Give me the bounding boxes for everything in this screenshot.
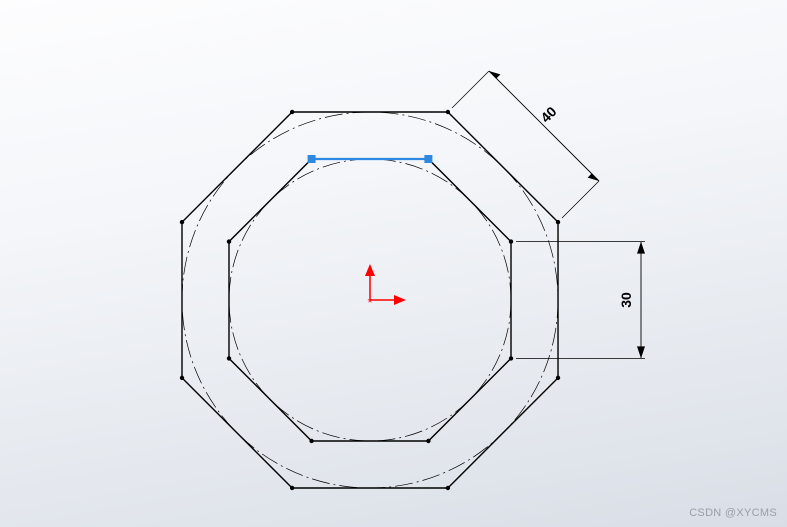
watermark: CSDN @XYCMS xyxy=(689,507,777,519)
dimension-outer-side[interactable]: 40 xyxy=(452,71,599,218)
dimension-inner-side[interactable]: 30 xyxy=(516,242,645,359)
origin-marker: * xyxy=(365,264,406,310)
sketch-canvas[interactable]: * 40 30 xyxy=(0,0,787,527)
dimension-inner-value: 30 xyxy=(618,292,634,308)
selected-endpoint-right[interactable] xyxy=(424,155,432,163)
selected-endpoint-left[interactable] xyxy=(308,155,316,163)
svg-text:*: * xyxy=(367,295,372,310)
